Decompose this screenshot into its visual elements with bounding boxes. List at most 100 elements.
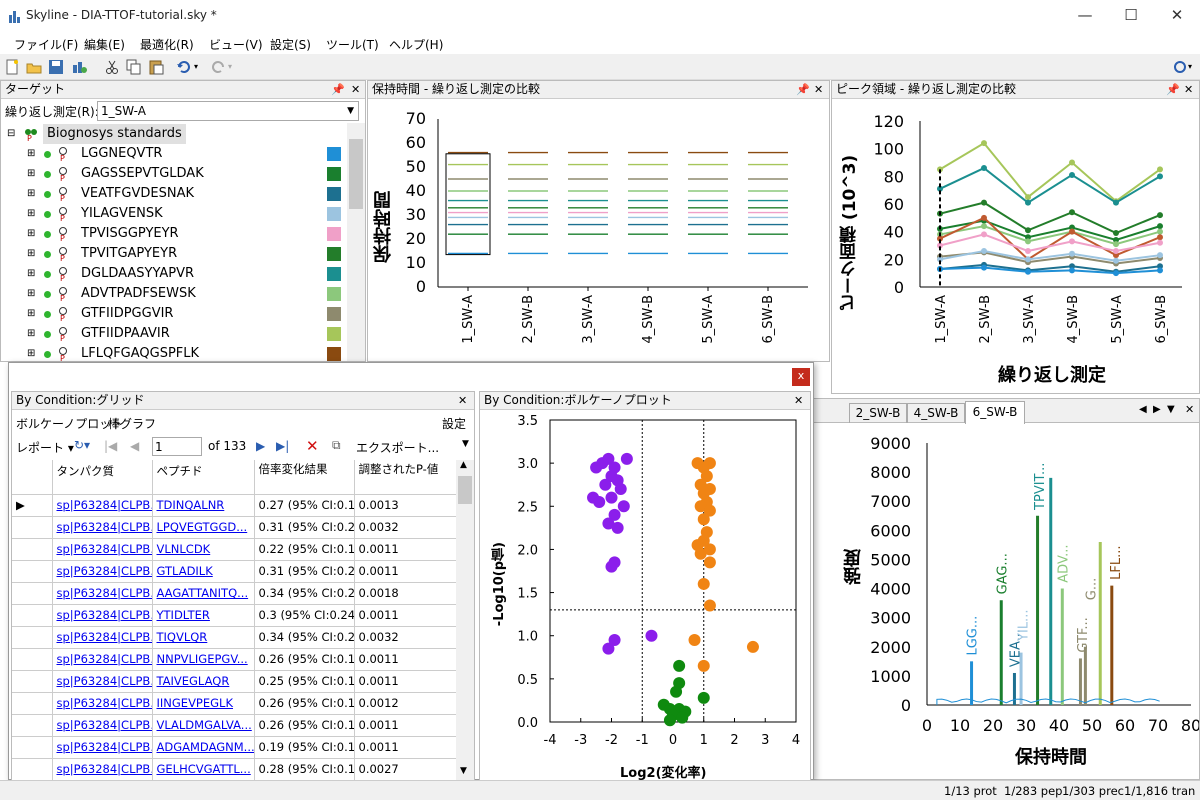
peptide-node[interactable]: ⊞ P VEATFGVDESNAK	[1, 184, 347, 204]
row-selector[interactable]	[12, 648, 53, 671]
copy-icon[interactable]: ⧉	[332, 438, 341, 452]
peptide-link[interactable]: AAGATTANITQ...	[156, 586, 249, 600]
peptide-node[interactable]: ⊞ P GTFIIDPAAVIR	[1, 324, 347, 344]
row-selector[interactable]	[12, 560, 53, 583]
protein-link[interactable]: sp|P63284|CLPB...	[56, 718, 152, 732]
menu-tools[interactable]: ツール(T)	[326, 38, 379, 52]
scroll-up-icon[interactable]: ▲	[460, 460, 467, 470]
row-selector[interactable]	[12, 692, 53, 715]
table-row[interactable]: sp|P63284|CLPB... AAGATTANITQ... 0.34 (95%…	[12, 582, 456, 605]
expand-icon[interactable]: ⊞	[27, 148, 36, 159]
protein-cell[interactable]: sp|P63284|CLPB...	[52, 626, 153, 649]
row-selector[interactable]	[12, 538, 53, 561]
undo-dropdown-icon[interactable]: ▾	[194, 62, 199, 71]
protein-link[interactable]: sp|P63284|CLPB...	[56, 586, 152, 600]
row-selector[interactable]	[12, 670, 53, 693]
row-selector[interactable]	[12, 516, 53, 539]
menu-file[interactable]: ファイル(F)	[14, 38, 79, 52]
protein-link[interactable]: sp|P63284|CLPB...	[56, 564, 152, 578]
account-dropdown-icon[interactable]: ▾	[1188, 62, 1193, 71]
protein-cell[interactable]: sp|P63284|CLPB...	[52, 692, 153, 715]
peptide-link[interactable]: VLNLCDK	[156, 542, 211, 556]
close-icon[interactable]: ✕	[458, 394, 468, 407]
peptide-link[interactable]: LPQVEGTGGD...	[156, 520, 248, 534]
peptide-node[interactable]: ⊞ P LFLQFGAQGSPFLK	[1, 344, 347, 361]
peptide-link[interactable]: TAIVEGLAQR	[156, 674, 230, 688]
peptide-cell[interactable]: VLNLCDK	[152, 538, 255, 561]
expand-icon[interactable]: ⊞	[27, 348, 36, 359]
bar-tab[interactable]: 棒グラフ	[108, 417, 157, 431]
peptide-cell[interactable]: IINGEVPEGLK	[152, 692, 255, 715]
protein-cell[interactable]: sp|P63284|CLPB...	[52, 560, 153, 583]
export-button[interactable]: エクスポート...	[356, 441, 440, 455]
peptide-cell[interactable]: ADGAMDAGNM...	[152, 736, 255, 759]
row-selector[interactable]: ▶	[12, 494, 53, 517]
peptide-link[interactable]: ADGAMDAGNM...	[156, 740, 254, 754]
last-page-icon[interactable]: ▶|	[276, 439, 290, 453]
protein-link[interactable]: sp|P63284|CLPB...	[56, 652, 152, 666]
peptide-cell[interactable]: VLALDMGALVA...	[152, 714, 255, 737]
close-icon[interactable]: ✕	[814, 83, 824, 96]
protein-link[interactable]: sp|P63284|CLPB...	[56, 696, 152, 710]
protein-link[interactable]: sp|P63284|CLPB...	[56, 608, 152, 622]
peptide-node[interactable]: ⊞ P YILAGVENSK	[1, 204, 347, 224]
row-selector[interactable]	[12, 758, 53, 780]
peptide-cell[interactable]: TIQVLQR	[152, 626, 255, 649]
peptide-cell[interactable]: GELHCVGATTL...	[152, 758, 255, 780]
new-icon[interactable]	[4, 59, 20, 75]
peptide-link[interactable]: TDINQALNR	[156, 498, 225, 512]
row-selector[interactable]	[12, 604, 53, 627]
volcano-tab[interactable]: ボルケーノプロット	[16, 417, 124, 431]
tab-list-icon[interactable]: ▼	[1167, 404, 1175, 415]
tree-root[interactable]: ⊟ P Biognosys standards	[1, 124, 347, 144]
peptide-node[interactable]: ⊞ P GTFIIDPGGVIR	[1, 304, 347, 324]
table-row[interactable]: ▶ sp|P63284|CLPB... TDINQALNR 0.27 (95% CI:…	[12, 494, 456, 517]
first-page-icon[interactable]: |◀	[104, 439, 118, 453]
close-icon[interactable]: ✕	[794, 394, 804, 407]
settings-button[interactable]: 設定	[442, 417, 467, 431]
maximize-button[interactable]: ☐	[1124, 6, 1138, 24]
prev-page-icon[interactable]: ◀	[130, 439, 140, 453]
pin-icon[interactable]: 📌	[331, 83, 345, 96]
column-header-peptide[interactable]: ペプチド	[152, 460, 255, 495]
peptide-cell[interactable]: LPQVEGTGGD...	[152, 516, 255, 539]
copy-icon[interactable]	[126, 59, 142, 75]
table-row[interactable]: sp|P63284|CLPB... VLNLCDK 0.22 (95% CI:0.1…	[12, 538, 456, 561]
protein-link[interactable]: sp|P63284|CLPB...	[56, 630, 152, 644]
protein-link[interactable]: sp|P63284|CLPB...	[56, 498, 152, 512]
close-window-button[interactable]: ✕	[1170, 6, 1184, 24]
table-row[interactable]: sp|P63284|CLPB... ADGAMDAGNM... 0.19 (95% …	[12, 736, 456, 759]
grid-scrollbar[interactable]: ▲ ▼	[456, 460, 474, 780]
refresh-icon[interactable]: ↻▾	[74, 438, 91, 452]
close-icon[interactable]: ✕	[1185, 403, 1195, 416]
menu-view[interactable]: ビュー(V)	[209, 38, 263, 52]
tab-2-sw-b[interactable]: 2_SW-B	[849, 403, 907, 423]
replicate-select[interactable]: 1_SW-A ▼	[97, 101, 359, 121]
column-header-fold-change[interactable]: 倍率変化結果	[254, 460, 355, 495]
protein-cell[interactable]: sp|P63284|CLPB...	[52, 582, 153, 605]
column-header-pvalue[interactable]: 調整されたP-値	[354, 460, 456, 495]
peptide-link[interactable]: YTIDLTER	[156, 608, 210, 622]
row-selector[interactable]	[12, 582, 53, 605]
scroll-thumb[interactable]	[349, 139, 363, 209]
undo-icon[interactable]	[176, 59, 192, 75]
protein-cell[interactable]: sp|P63284|CLPB...	[52, 516, 153, 539]
tab-6-sw-b[interactable]: 6_SW-B	[965, 401, 1025, 424]
expand-icon[interactable]: ⊞	[27, 208, 36, 219]
peptide-node[interactable]: ⊞ P ADVTPADFSEWSK	[1, 284, 347, 304]
scroll-down-icon[interactable]: ▼	[460, 766, 467, 776]
expand-icon[interactable]: ⊞	[27, 168, 36, 179]
protein-cell[interactable]: sp|P63284|CLPB...	[52, 670, 153, 693]
close-icon[interactable]: ✕	[351, 83, 361, 96]
save-icon[interactable]	[48, 59, 64, 75]
redo-dropdown-icon[interactable]: ▾	[228, 62, 233, 71]
toolbar-overflow-icon[interactable]: ▼	[462, 439, 469, 449]
peptide-cell[interactable]: AAGATTANITQ...	[152, 582, 255, 605]
tree-scrollbar[interactable]	[347, 123, 365, 361]
page-input[interactable]	[152, 437, 202, 456]
row-selector[interactable]	[12, 736, 53, 759]
table-row[interactable]: sp|P63284|CLPB... TAIVEGLAQR 0.25 (95% CI:…	[12, 670, 456, 693]
protein-link[interactable]: sp|P63284|CLPB...	[56, 762, 152, 776]
next-page-icon[interactable]: ▶	[256, 439, 266, 453]
expand-icon[interactable]: ⊞	[27, 248, 36, 259]
